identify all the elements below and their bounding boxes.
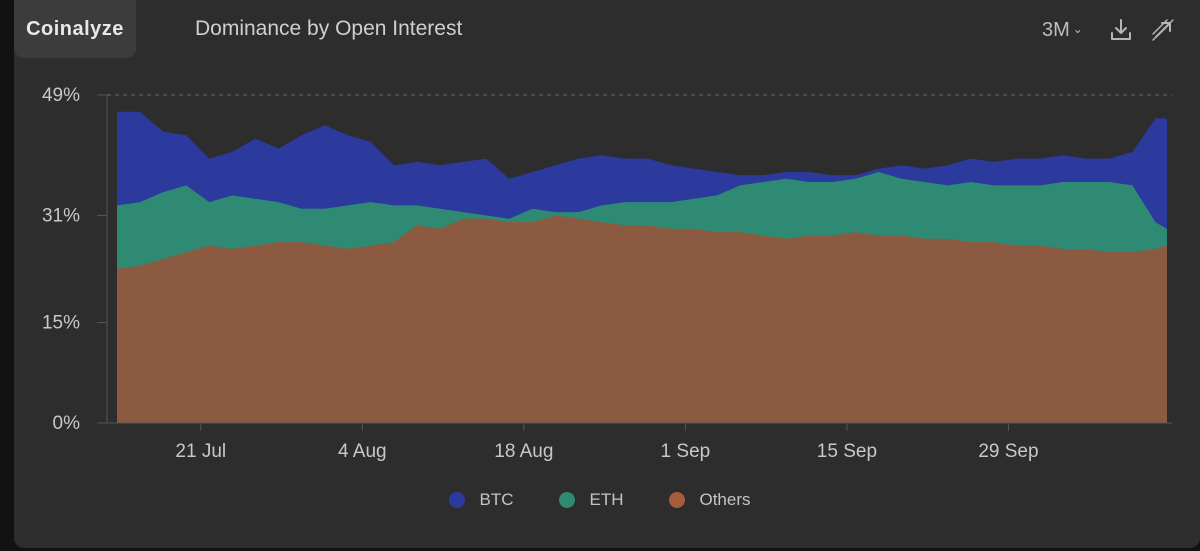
- axis-layer: 49% 31% 15% 0% 21 Jul 4 Aug 18 Aug 1 Sep 15 Sep 2…: [42, 85, 1172, 462]
- series-layer: [117, 111, 1167, 423]
- legend-item-eth[interactable]: ETH: [559, 490, 623, 510]
- legend: BTC ETH Others: [0, 490, 1200, 510]
- x-tick-label: 21 Jul: [175, 441, 226, 462]
- legend-label-eth: ETH: [589, 490, 624, 509]
- y-tick-label: 15%: [42, 313, 80, 334]
- legend-item-btc[interactable]: BTC: [449, 490, 513, 510]
- range-selector[interactable]: 3M ⌄: [1042, 19, 1083, 42]
- x-tick-label: 18 Aug: [494, 441, 553, 462]
- legend-item-others[interactable]: Others: [669, 490, 751, 510]
- range-label: 3M: [1042, 19, 1070, 41]
- legend-dot-eth: [559, 492, 576, 508]
- chevron-down-icon: ⌄: [1072, 22, 1083, 36]
- legend-label-others: Others: [699, 490, 751, 509]
- y-tick-label: 0%: [53, 413, 81, 434]
- expand-button[interactable]: [1150, 17, 1176, 43]
- brand-logo[interactable]: Coinalyze: [14, 0, 136, 58]
- y-tick-label: 49%: [42, 85, 80, 106]
- chart-title: Dominance by Open Interest: [195, 17, 463, 40]
- legend-label-btc: BTC: [479, 490, 514, 509]
- x-tick-label: 15 Sep: [817, 441, 877, 462]
- y-tick-label: 31%: [42, 205, 80, 226]
- x-tick-label: 4 Aug: [338, 441, 387, 462]
- series-area-others-base: [117, 215, 1167, 423]
- x-tick-label: 1 Sep: [661, 441, 711, 462]
- download-button[interactable]: [1108, 17, 1134, 43]
- legend-dot-others: [669, 492, 686, 508]
- legend-dot-btc: [449, 492, 466, 508]
- expand-icon: [1152, 19, 1174, 41]
- download-icon: [1111, 19, 1131, 40]
- x-tick-label: 29 Sep: [978, 441, 1038, 462]
